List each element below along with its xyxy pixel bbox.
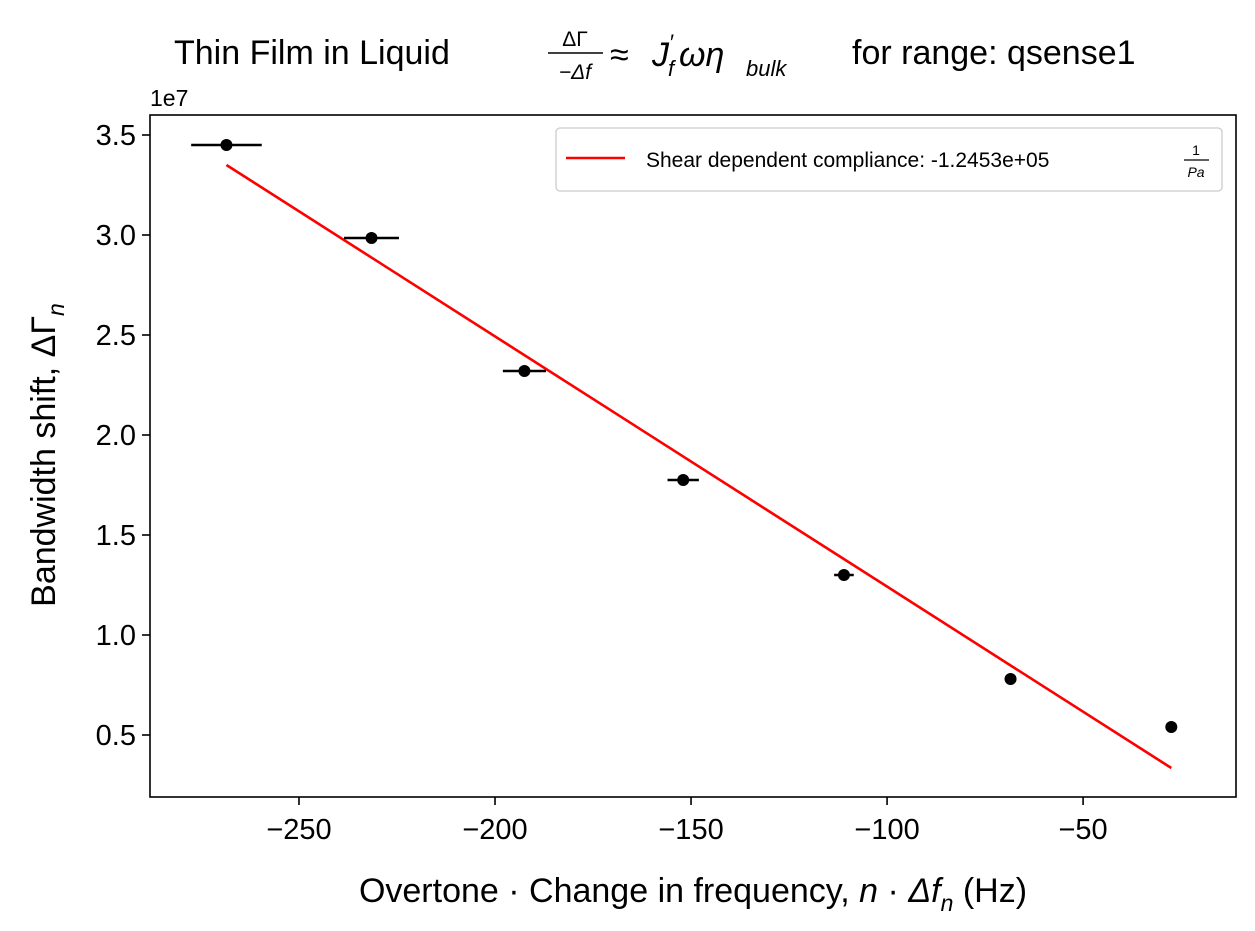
fit-line [225,163,1173,770]
title-j-sub: f [668,56,677,81]
y-tick-label: 0.5 [96,720,136,752]
point-marker [837,569,850,581]
x-tick-label: −150 [658,814,723,846]
x-tick-label: −250 [266,814,331,846]
plot-frame [149,114,1237,798]
data-points [191,139,1178,733]
x-axis-label-sub: n [941,890,954,916]
x-axis-label-dot: · [878,872,908,910]
title-frac-den: −Δf [559,61,593,84]
title-prefix: Thin Film in Liquid [174,34,459,72]
legend: Shear dependent compliance: -1.2453e+05 … [555,127,1223,192]
y-tick-label: 3.0 [96,220,136,252]
y-axis-label: Bandwidth shift, ΔΓn [25,303,69,607]
legend-box [555,127,1223,192]
point-marker [1165,721,1178,733]
x-tick-label: −50 [1058,814,1107,846]
y-tick-label: 3.5 [96,120,136,152]
y-tick-label: 2.0 [96,420,136,452]
x-axis-label-text: Overtone · Change in frequency, [359,872,859,910]
title-approx: ≈ [610,36,629,74]
y-axis-label-text: Bandwidth shift, [25,357,63,606]
legend-frac-den: Pa [1187,164,1204,180]
title-omega-eta: ωη [679,36,724,74]
point-marker [677,474,690,486]
y-tick-label: 1.5 [96,520,136,552]
data-point [191,139,262,151]
x-axis-label-n: n [859,872,878,910]
x-axis-label-delta-f: Δf [907,872,944,910]
point-marker [1004,673,1017,685]
y-axis-ticks: 0.5 1.0 1.5 2.0 2.5 3.0 3.5 [96,120,150,752]
x-tick-label: −200 [462,814,527,846]
y-axis-label-symbol: ΔΓ [25,316,63,357]
y-tick-label: 1.0 [96,620,136,652]
chart-title: Thin Film in Liquid ΔΓ −Δf ≈ J ′ f ωη bu… [174,28,1136,84]
point-marker [518,365,531,377]
y-offset-label: 1e7 [150,85,188,111]
data-point [834,569,854,581]
title-j: J [651,36,670,74]
legend-frac-num: 1 [1192,142,1200,158]
x-axis-label: Overtone · Change in frequency, n · Δfn … [359,872,1027,916]
data-point [1004,673,1017,685]
title-frac-num: ΔΓ [562,28,588,51]
title-eta-sub: bulk [746,56,787,81]
data-point [1165,721,1178,733]
legend-label: Shear dependent compliance: -1.2453e+05 [646,149,1055,172]
point-marker [220,139,233,151]
y-axis-label-sub: n [43,303,69,316]
title-j-prime: ′ [670,30,674,55]
x-axis-ticks: −250 −200 −150 −100 −50 [266,797,1108,846]
point-marker [365,232,378,244]
title-suffix: for range: qsense1 [852,34,1136,72]
data-point [344,232,399,244]
x-axis-label-unit: (Hz) [953,872,1027,910]
x-tick-label: −100 [854,814,919,846]
data-point [502,365,546,377]
fit-line-group [225,163,1173,770]
y-tick-label: 2.5 [96,320,136,352]
data-point [667,474,699,486]
